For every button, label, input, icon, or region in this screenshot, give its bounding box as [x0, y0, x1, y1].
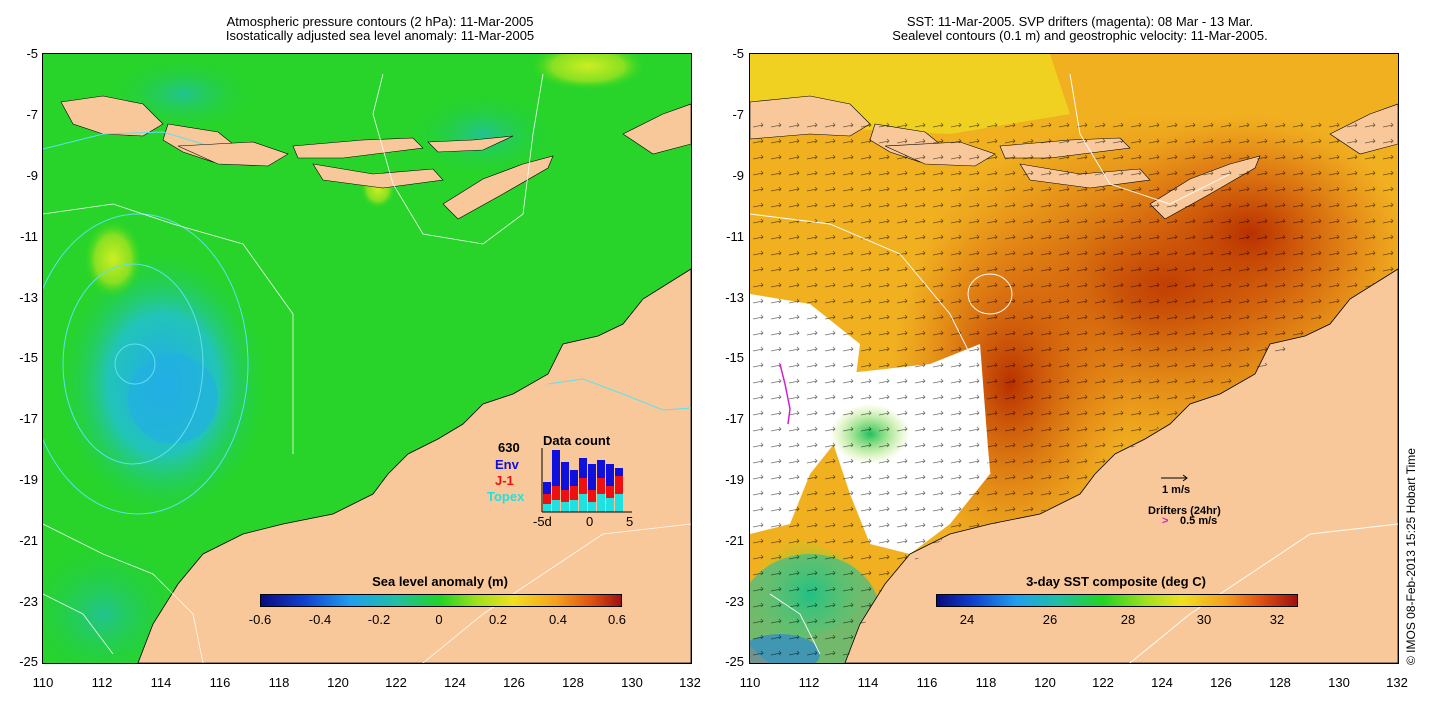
- data-count-j1-label: J-1: [495, 473, 514, 488]
- right-title: SST: 11-Mar-2005. SVP drifters (magenta)…: [770, 15, 1390, 43]
- sla-colorbar: [260, 594, 622, 607]
- left-title: Atmospheric pressure contours (2 hPa): 1…: [100, 15, 660, 43]
- right-title-line2: Sealevel contours (0.1 m) and geostrophi…: [892, 28, 1268, 43]
- right-y-tick: -9: [732, 168, 744, 183]
- right-x-tick: 110: [739, 675, 761, 690]
- data-count-env-label: Env: [495, 457, 519, 472]
- right-x-tick: 122: [1092, 675, 1114, 690]
- left-y-tick: -19: [19, 472, 38, 487]
- right-x-tick: 124: [1151, 675, 1173, 690]
- left-y-tick: -7: [26, 107, 38, 122]
- right-x-tick: 112: [798, 675, 820, 690]
- data-count-chart: [541, 448, 632, 513]
- left-y-tick: -11: [20, 229, 38, 244]
- left-y-tick: -23: [19, 594, 38, 609]
- left-x-tick: 132: [679, 675, 701, 690]
- right-x-tick: 114: [857, 675, 879, 690]
- sst-colorbar-tick: 32: [1269, 612, 1285, 627]
- left-x-tick: 128: [562, 675, 584, 690]
- right-y-tick: -5: [732, 46, 744, 61]
- sla-map[interactable]: [43, 54, 691, 663]
- right-y-tick: -7: [732, 107, 744, 122]
- drifters-scale-label: 0.5 m/s: [1180, 515, 1218, 527]
- data-count-xtick: 0: [586, 514, 594, 529]
- right-x-tick: 118: [975, 675, 997, 690]
- left-x-tick: 118: [268, 675, 290, 690]
- left-x-tick: 126: [503, 675, 525, 690]
- velocity-scale-label: 1 m/s: [1162, 484, 1191, 496]
- velocity-scale-arrow: [1161, 474, 1188, 482]
- left-x-tick: 130: [621, 675, 643, 690]
- data-count-xtick: 5: [626, 514, 634, 529]
- sst-colorbar-tick: 24: [959, 612, 975, 627]
- right-x-tick: 128: [1269, 675, 1291, 690]
- left-y-tick: -9: [26, 168, 38, 183]
- left-x-tick: 112: [91, 675, 113, 690]
- right-y-tick: -11: [726, 229, 744, 244]
- sla-colorbar-tick: 0: [435, 612, 443, 627]
- drifters-label: Drifters (24hr): [1148, 505, 1221, 517]
- left-y-tick: -21: [19, 533, 38, 548]
- left-x-tick: 116: [209, 675, 231, 690]
- right-x-tick: 132: [1386, 675, 1408, 690]
- sla-map-frame: [42, 53, 692, 664]
- left-y-tick: -25: [19, 654, 38, 669]
- data-count-topex-label: Topex: [487, 489, 525, 504]
- left-x-tick: 120: [327, 675, 349, 690]
- sla-colorbar-tick: 0.6: [607, 612, 627, 627]
- drifters-marker: >: [1162, 515, 1169, 527]
- right-x-tick: 120: [1034, 675, 1056, 690]
- sla-colorbar-tick: 0.2: [488, 612, 508, 627]
- right-y-tick: -25: [725, 654, 744, 669]
- left-x-tick: 122: [385, 675, 407, 690]
- right-y-tick: -15: [725, 350, 744, 365]
- left-y-tick: -17: [19, 411, 38, 426]
- right-title-line1: SST: 11-Mar-2005. SVP drifters (magenta)…: [906, 14, 1254, 29]
- right-x-tick: 130: [1328, 675, 1350, 690]
- data-count-bars: [543, 450, 623, 512]
- sst-colorbar: [936, 594, 1298, 607]
- sst-map[interactable]: [750, 54, 1398, 663]
- right-y-tick: -23: [725, 594, 744, 609]
- left-x-tick: 110: [32, 675, 54, 690]
- right-x-tick: 116: [916, 675, 938, 690]
- sla-colorbar-tick: -0.4: [308, 612, 332, 627]
- sla-colorbar-tick: -0.6: [248, 612, 272, 627]
- left-x-tick: 114: [150, 675, 172, 690]
- sst-colorbar-tick: 28: [1120, 612, 1136, 627]
- sla-colorbar-tick: -0.2: [367, 612, 391, 627]
- right-y-tick: -17: [725, 411, 744, 426]
- sst-map-frame: [749, 53, 1399, 664]
- left-x-tick: 124: [444, 675, 466, 690]
- sst-colorbar-title: 3-day SST composite (deg C): [1026, 574, 1206, 589]
- sst-colorbar-tick: 26: [1042, 612, 1058, 627]
- right-y-tick: -21: [725, 533, 744, 548]
- data-count-xtick: -5d: [533, 514, 552, 529]
- credit-text: © IMOS 08-Feb-2013 15:25 Hobart Time: [1404, 448, 1418, 665]
- left-title-line1: Atmospheric pressure contours (2 hPa): 1…: [226, 14, 534, 29]
- data-count-total: 630: [498, 440, 520, 455]
- left-y-tick: -15: [19, 350, 38, 365]
- right-y-tick: -13: [725, 290, 744, 305]
- sla-colorbar-title: Sea level anomaly (m): [372, 574, 508, 589]
- left-y-tick: -5: [26, 46, 38, 61]
- right-y-tick: -19: [725, 472, 744, 487]
- left-y-tick: -13: [19, 290, 38, 305]
- sst-colorbar-tick: 30: [1196, 612, 1212, 627]
- data-count-title: Data count: [543, 433, 611, 448]
- sla-colorbar-tick: 0.4: [548, 612, 568, 627]
- right-x-tick: 126: [1210, 675, 1232, 690]
- left-title-line2: Isostatically adjusted sea level anomaly…: [225, 28, 535, 43]
